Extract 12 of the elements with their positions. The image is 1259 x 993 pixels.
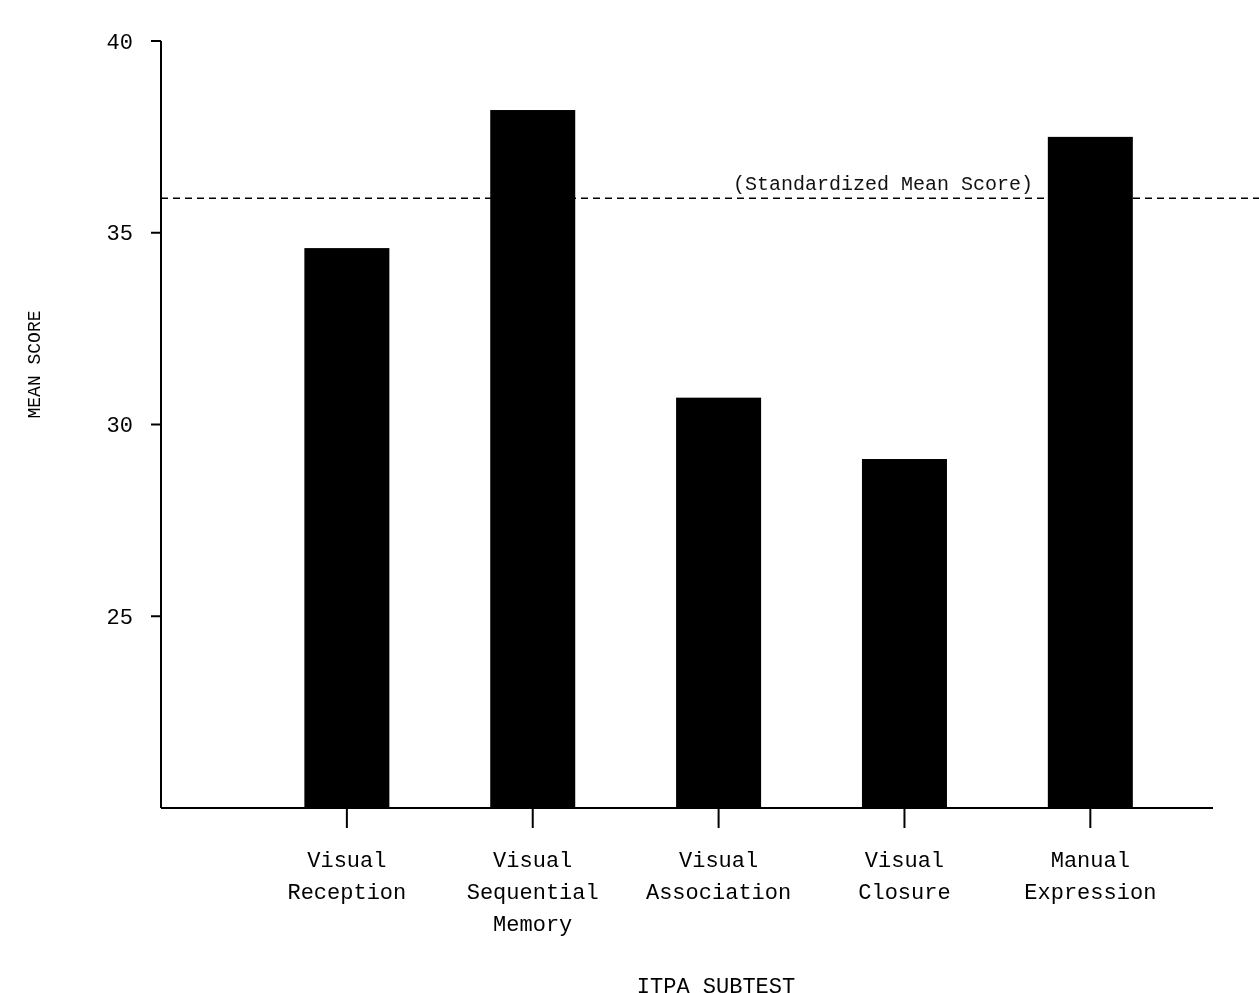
y-tick-label: 30 [106, 414, 133, 440]
x-axis-title: ITPA SUBTEST [636, 975, 796, 993]
y-axis-title: MEAN SCORE [25, 310, 45, 419]
y-tick-label: 35 [106, 222, 133, 248]
y-tick-label: 25 [106, 605, 133, 631]
x-tick-label: Visual Closure [858, 849, 951, 906]
x-tick-label: Visual Reception [287, 849, 407, 906]
ref-line-label: (Standardized Mean Score) [732, 173, 1033, 197]
x-tick-label: Manual Expression [1024, 849, 1157, 906]
x-tick-label: Visual Sequential Memory [466, 849, 599, 938]
y-tick-label: 40 [106, 30, 133, 56]
x-tick-label: Visual Association [645, 849, 792, 906]
